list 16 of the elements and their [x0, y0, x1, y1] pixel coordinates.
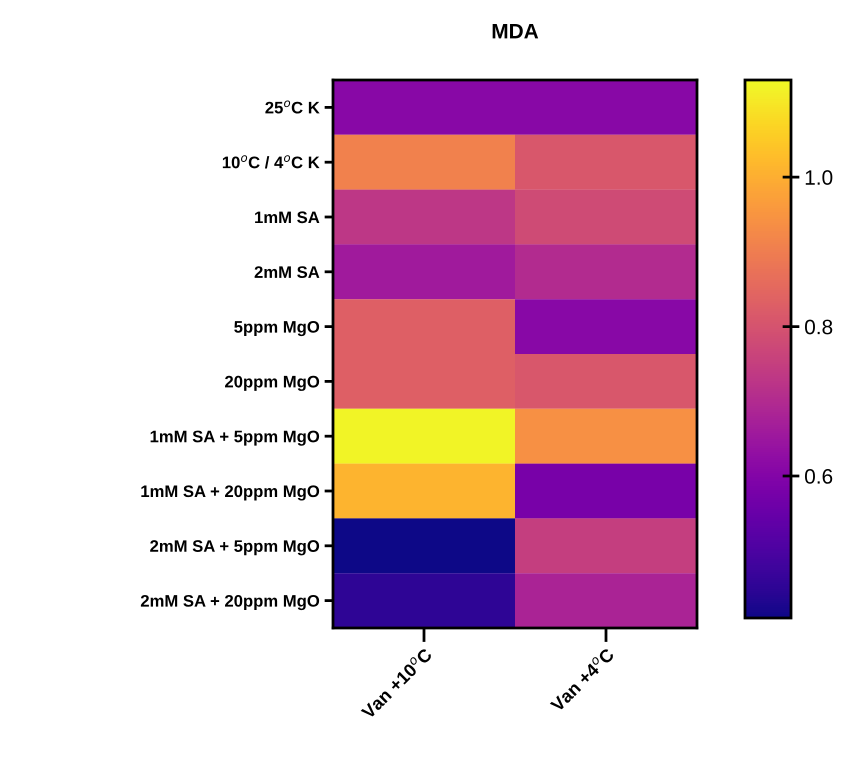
y-tick-label: 2mM SA [254, 266, 320, 278]
y-tick-label: 2mM SA + 5ppm MgO [150, 540, 320, 556]
y-tick-label: 5ppm MgO [234, 320, 320, 336]
color-bar-label: 0.6 [805, 469, 832, 484]
chart-title: MDA [492, 24, 538, 38]
color-bar-label: 1.0 [806, 170, 832, 185]
y-tick-label: 10$^{o}$C / 4$^{o}$C K [222, 155, 320, 168]
y-tick-label: 2mM SA + 20ppm MgO [140, 594, 320, 610]
x-tick-label: Van +4$^{o}$C [548, 646, 615, 713]
y-tick-label: 25$^{o}$C K [265, 100, 320, 114]
y-tick-label: 1mM SA + 5ppm MgO [150, 430, 320, 446]
y-tick-label: 1mM SA [255, 211, 320, 224]
color-bar-label: 0.8 [805, 320, 832, 334]
x-tick-label: Van +10$^{o}$C [360, 646, 433, 720]
y-tick-label: 1mM SA + 20ppm MgO [141, 485, 320, 501]
y-tick-label: 20ppm MgO [225, 376, 320, 391]
